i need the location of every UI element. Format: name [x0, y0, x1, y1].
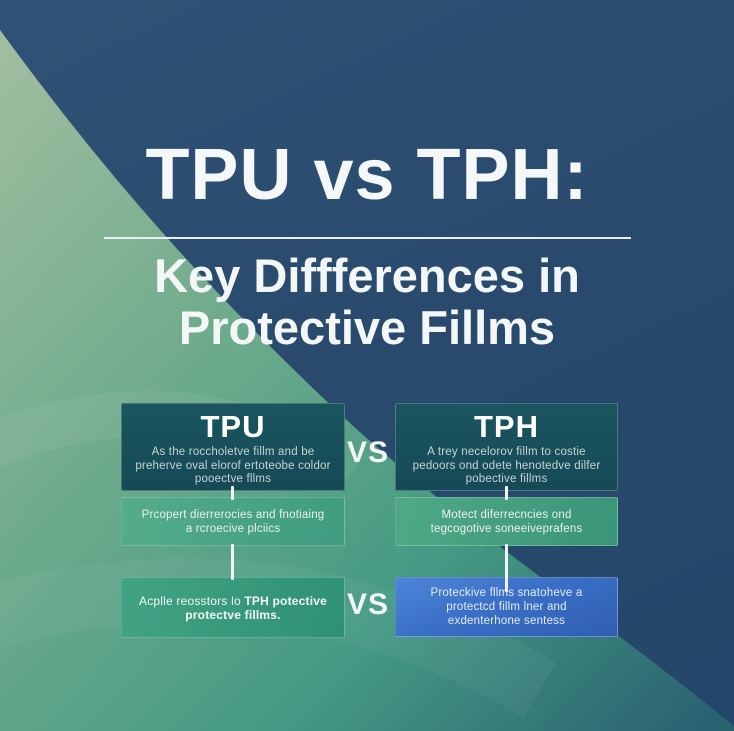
page-subtitle: Key Diffferences in Protective Fillms	[0, 250, 734, 354]
vs-label-bottom: VS	[346, 588, 390, 621]
tpu-description: As the roccholetve fillm and be preherve…	[135, 446, 331, 485]
tpu-feature-box: Prcopert dierrerocies and fnotiaing a rc…	[121, 497, 345, 546]
tpu-note-bold: TPH potective protectve fillms.	[185, 593, 327, 622]
connector-right-top	[505, 486, 508, 500]
connector-right-bottom	[505, 544, 508, 592]
subtitle-line-1: Key Diffferences in	[154, 249, 580, 302]
title-divider	[104, 237, 631, 239]
tpu-note-text: Acplle reosstors lo TPH potective protec…	[139, 594, 327, 622]
tpu-feature-text: Prcopert dierrerocies and fnotiaing a rc…	[141, 508, 325, 535]
tph-header-box: TPH A trey necelorov fillm to costie ped…	[395, 403, 618, 491]
tpu-header-box: TPU As the roccholetve fillm and be preh…	[121, 403, 345, 491]
tph-description: A trey necelorov fillm to costie pedoors…	[412, 446, 601, 485]
tph-note-text: Proteckive fllms snatoheve a protectcd f…	[430, 587, 583, 627]
subtitle-line-2: Protective Fillms	[178, 301, 556, 354]
tpu-note-prefix: Acplle reosstors lo	[139, 593, 245, 608]
tpu-heading: TPU	[200, 409, 266, 444]
tpu-note-box: Acplle reosstors lo TPH potective protec…	[121, 577, 345, 638]
vs-label-top: VS	[346, 436, 390, 469]
tph-heading: TPH	[474, 409, 539, 444]
tph-feature-box: Motect diferrecncies ond tegcogotive son…	[395, 497, 618, 546]
page-title: TPU vs TPH:	[145, 135, 589, 215]
tph-feature-text: Motect diferrecncies ond tegcogotive son…	[430, 508, 583, 535]
wedge-shape	[0, 30, 734, 731]
connector-left-top	[231, 486, 234, 500]
connector-left-bottom	[231, 544, 234, 580]
